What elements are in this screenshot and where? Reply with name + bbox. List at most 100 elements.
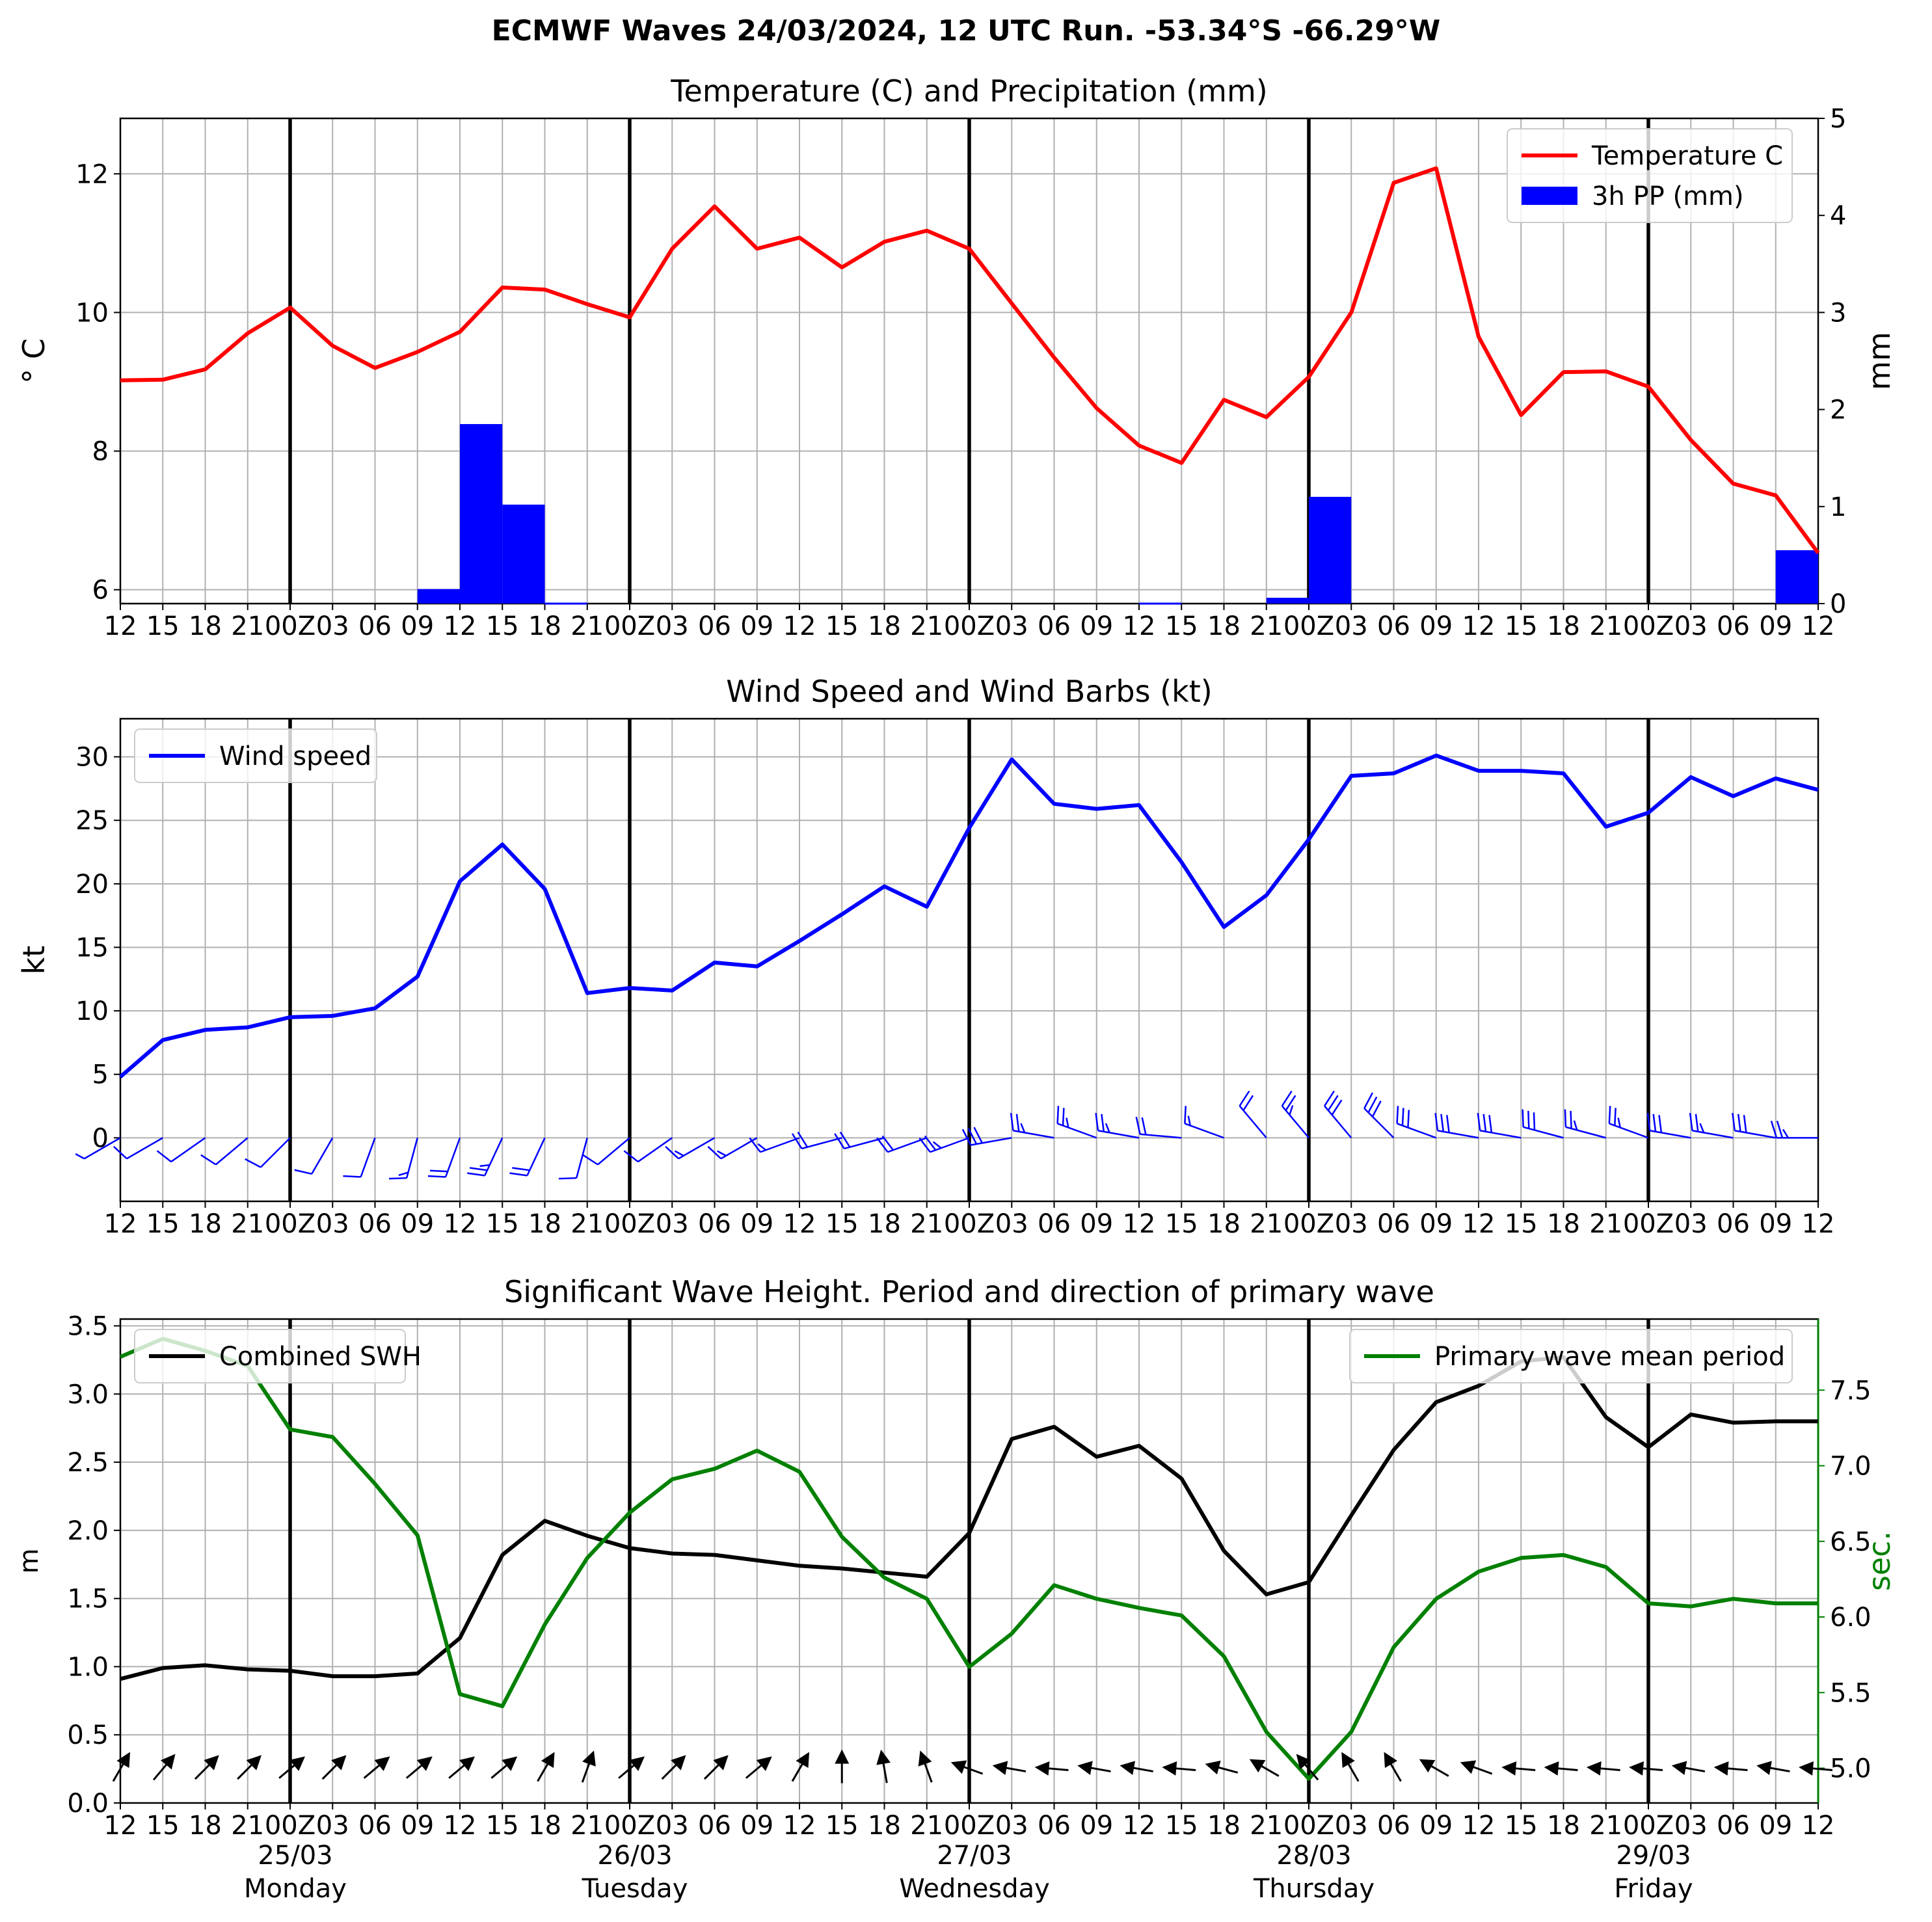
wind-barb-feather: [1324, 1090, 1335, 1107]
day-date-label: 27/03: [937, 1841, 1012, 1871]
x-tick-label: 21: [910, 1811, 943, 1841]
x-tick-label: 12: [104, 611, 137, 641]
x-tick-label: 09: [740, 611, 773, 641]
wind-barb: [1689, 1113, 1734, 1139]
wave-direction-arrow: [918, 1750, 933, 1783]
wind-barb: [427, 1137, 461, 1178]
x-tick-label: 15: [486, 1811, 519, 1841]
x-tick-label: 12: [1123, 611, 1156, 641]
wind-barb-feather: [1281, 1090, 1293, 1107]
wind-barb: [623, 1137, 673, 1163]
x-tick-label: 09: [740, 1811, 773, 1841]
x-tick-label: 21: [1589, 611, 1622, 641]
wave-direction-arrow-head: [502, 1756, 518, 1771]
wave-direction-arrow-shaft: [1513, 1767, 1536, 1772]
x-tick-label: 12: [1802, 1811, 1835, 1841]
wind-barb-shaft: [444, 1137, 461, 1177]
wave-direction-arrow-shaft: [448, 1763, 467, 1779]
wave-direction-arrow-shaft: [1810, 1767, 1833, 1772]
x-tick-label: 06: [1377, 1811, 1410, 1841]
wave-direction-arrow-shaft: [703, 1763, 721, 1780]
x-tick-label: 18: [528, 1209, 561, 1239]
precipitation-bar: [1309, 496, 1352, 604]
x-tick-label: 03: [1674, 1209, 1708, 1239]
x-tick-label: 18: [528, 611, 561, 641]
y2-tick-label: 5: [1830, 104, 1846, 134]
wind-barb: [388, 1138, 418, 1180]
wind-barb-shaft: [1437, 1130, 1479, 1139]
wave-direction-arrow: [537, 1752, 555, 1782]
x-tick-label: 21: [570, 611, 604, 641]
legend-label: Temperature C: [1591, 141, 1783, 171]
wave-direction-arrow-head: [289, 1756, 305, 1771]
x-tick-label: 06: [358, 1811, 392, 1841]
wind-barb-feather: [1695, 1114, 1699, 1132]
wave-direction-arrow: [791, 1752, 809, 1782]
wave-direction-arrow-shaft: [194, 1763, 212, 1780]
wind-barb-feather: [924, 1135, 937, 1151]
wave-direction-arrow-head: [876, 1750, 891, 1765]
x-tick-label: 12: [783, 611, 816, 641]
wind-barb: [1564, 1109, 1607, 1139]
wave-direction-arrow: [1077, 1761, 1111, 1776]
precipitation-bar: [1266, 598, 1309, 604]
y-tick-label: 3.0: [67, 1380, 109, 1409]
wind-barb-feather: [388, 1177, 407, 1180]
wind-barb: [558, 1138, 588, 1180]
x-tick-label: 15: [825, 611, 859, 641]
wave-direction-arrow-head: [1077, 1761, 1093, 1776]
x-tick-label: 18: [189, 611, 222, 641]
wave-direction-arrow-head: [1341, 1752, 1355, 1769]
wave-direction-arrow: [1120, 1761, 1153, 1776]
x-tick-label: 15: [825, 1811, 859, 1841]
wind-barb-shaft: [637, 1137, 673, 1163]
wave-direction-arrow-head: [582, 1750, 596, 1767]
wave-direction-arrow: [1629, 1761, 1663, 1776]
x-tick-label: 21: [231, 1811, 264, 1841]
x-tick-label: 12: [1123, 1811, 1156, 1841]
x-tick-label: 09: [1419, 1811, 1453, 1841]
wind-barb-feather: [156, 1150, 172, 1163]
precipitation-bar: [544, 602, 587, 605]
x-tick-label: 06: [358, 611, 392, 641]
wave-direction-arrow-shaft: [581, 1761, 591, 1783]
wind-barb-feather: [1101, 1114, 1105, 1132]
wind-barb-feather: [398, 1171, 409, 1177]
x-tick-label: 18: [1207, 1209, 1241, 1239]
wave-direction-arrow-head: [1419, 1759, 1436, 1773]
panel-title: Significant Wave Height. Period and dire…: [504, 1274, 1434, 1309]
y2-tick-label: 7.5: [1830, 1376, 1872, 1406]
x-tick-label: 12: [1802, 611, 1835, 641]
wave-direction-arrow-head: [950, 1760, 967, 1774]
x-tick-label: 09: [401, 611, 434, 641]
y-tick-label: 8: [92, 437, 109, 467]
wave-direction-arrow-head: [1460, 1760, 1477, 1774]
x-tick-label: 21: [1589, 1811, 1622, 1841]
precipitation-bar: [460, 423, 503, 604]
wave-direction-arrow: [490, 1756, 518, 1779]
wind-barb-shaft: [484, 1137, 503, 1176]
wave-direction-arrow-head: [1713, 1761, 1729, 1776]
wind-barb-feather: [1477, 1113, 1481, 1131]
wind-barb: [1324, 1090, 1352, 1139]
y-tick-label: 25: [75, 806, 109, 836]
wave-direction-arrow: [1296, 1754, 1319, 1781]
x-tick-label: 15: [1165, 1209, 1198, 1239]
x-tick-label: 00Z: [604, 1209, 655, 1239]
y-tick-label: 20: [75, 870, 109, 900]
wave-direction-arrow-head: [116, 1752, 130, 1769]
y2-tick-label: 0: [1830, 589, 1846, 619]
wave-direction-arrow-shaft: [321, 1763, 339, 1780]
wind-barb-feather: [1564, 1109, 1567, 1127]
wind-barb-feather: [1440, 1114, 1445, 1132]
wind-barb-shaft: [1692, 1130, 1734, 1139]
x-tick-label: 00Z: [944, 1811, 995, 1841]
wave-direction-arrow-head: [992, 1761, 1008, 1776]
wind-barb-feather: [791, 1133, 803, 1149]
x-tick-label: 06: [698, 611, 731, 641]
wind-barb-feather: [797, 1131, 809, 1148]
wind-barb-feather: [509, 1172, 528, 1177]
wave-direction-arrow-head: [1296, 1754, 1311, 1770]
wind-barb-feather: [479, 1164, 490, 1168]
x-tick-label: 12: [1802, 1209, 1835, 1239]
